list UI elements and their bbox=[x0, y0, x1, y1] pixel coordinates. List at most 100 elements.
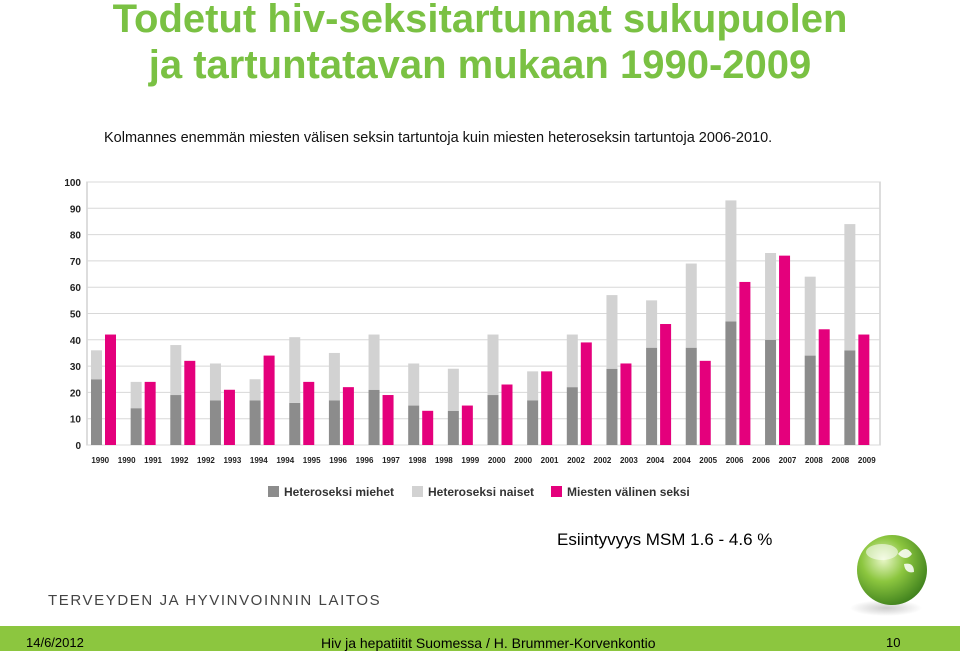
x-tick-label: 1990 bbox=[91, 456, 109, 465]
legend: Heteroseksi miehet Heteroseksi naiset Mi… bbox=[268, 485, 690, 499]
subtitle: Kolmannes enemmän miesten välisen seksin… bbox=[104, 130, 773, 146]
y-tick-label: 100 bbox=[64, 178, 81, 189]
bar-hetero-women-1999 bbox=[447, 368, 459, 411]
bar-msm-1998 bbox=[422, 410, 434, 445]
bar-hetero-women-2002 bbox=[566, 334, 578, 388]
x-tick-label: 1994 bbox=[250, 456, 268, 465]
y-tick-label: 20 bbox=[70, 388, 82, 399]
x-tick-label: 1994 bbox=[276, 456, 294, 465]
organization-name: TERVEYDEN JA HYVINVOINNIN LAITOS bbox=[48, 592, 382, 609]
x-tick-label: 1991 bbox=[144, 456, 162, 465]
bar-hetero-men-2000 bbox=[487, 395, 499, 445]
bar-hetero-men-2002 bbox=[566, 387, 578, 445]
bar-hetero-women-1996 bbox=[328, 352, 340, 401]
y-tick-label: 70 bbox=[70, 257, 82, 268]
bar-hetero-men-1990 bbox=[91, 379, 102, 445]
bar-hetero-men-2007 bbox=[765, 339, 777, 445]
title-line-1: Todetut hiv-seksitartunnat sukupuolen bbox=[112, 0, 848, 41]
y-tick-label: 0 bbox=[75, 441, 81, 452]
bar-msm-2002 bbox=[580, 342, 592, 445]
bar-hetero-women-1992 bbox=[170, 345, 182, 396]
bar-hetero-men-2004 bbox=[646, 347, 658, 445]
bar-hetero-men-2003 bbox=[606, 368, 618, 445]
bar-hetero-men-1991 bbox=[130, 408, 142, 445]
bar-hetero-women-2003 bbox=[606, 295, 618, 369]
x-tick-label: 2004 bbox=[646, 456, 664, 465]
x-tick-label: 1998 bbox=[435, 456, 453, 465]
bar-msm-1994 bbox=[263, 355, 275, 445]
grid-lines bbox=[86, 181, 881, 446]
bar-msm-2000 bbox=[501, 384, 513, 445]
x-tick-label: 1999 bbox=[461, 456, 479, 465]
bar-hetero-men-1993 bbox=[209, 400, 221, 445]
x-tick-label: 1992 bbox=[171, 456, 189, 465]
x-tick-label: 1993 bbox=[223, 456, 241, 465]
bar-hetero-men-1998 bbox=[408, 405, 420, 445]
bar-hetero-women-2006 bbox=[725, 200, 737, 322]
bar-hetero-men-2001 bbox=[527, 400, 539, 445]
x-tick-label: 2002 bbox=[594, 456, 612, 465]
bar-msm-2006 bbox=[739, 281, 751, 445]
bar-hetero-women-2005 bbox=[685, 263, 697, 348]
bar-hetero-men-1996 bbox=[328, 400, 340, 445]
bar-hetero-women-1991 bbox=[130, 381, 142, 409]
bar-hetero-men-1994 bbox=[249, 400, 261, 445]
footer-bar: 14/6/2012 Hiv ja hepatiitit Suomessa / H… bbox=[0, 626, 960, 651]
x-tick-label: 2008 bbox=[805, 456, 823, 465]
y-tick-label: 60 bbox=[70, 283, 82, 294]
bar-msm-2003 bbox=[620, 363, 632, 445]
x-tick-label: 2004 bbox=[673, 456, 691, 465]
bar-msm-2004 bbox=[660, 324, 672, 445]
x-tick-label: 2005 bbox=[699, 456, 717, 465]
bar-hetero-women-1993 bbox=[209, 363, 221, 401]
bar-msm-1993 bbox=[223, 389, 235, 445]
x-tick-label: 2008 bbox=[831, 456, 849, 465]
bar-hetero-women-2009 bbox=[844, 224, 856, 351]
x-tick-label: 2001 bbox=[541, 456, 559, 465]
bar-hetero-women-1994 bbox=[249, 379, 261, 401]
footer-presentation-title: Hiv ja hepatiitit Suomessa / H. Brummer-… bbox=[321, 635, 656, 651]
x-axis-ticks: 1990 1990 1991 1992 1992 1993 1994 1994 1995 1996… bbox=[91, 456, 876, 465]
bar-msm-1990 bbox=[105, 334, 116, 445]
footer-date: 14/6/2012 bbox=[26, 635, 84, 650]
x-tick-label: 1996 bbox=[329, 456, 347, 465]
x-tick-label: 2002 bbox=[567, 456, 585, 465]
legend-label-msm: Miesten välinen seksi bbox=[567, 485, 690, 499]
x-tick-label: 2009 bbox=[858, 456, 876, 465]
y-tick-label: 40 bbox=[70, 336, 82, 347]
bar-hetero-men-2006 bbox=[725, 321, 737, 445]
x-tick-label: 1998 bbox=[409, 456, 427, 465]
x-tick-label: 2000 bbox=[514, 456, 532, 465]
x-tick-label: 1997 bbox=[382, 456, 400, 465]
legend-label-hetero-women: Heteroseksi naiset bbox=[428, 485, 534, 499]
bar-hetero-men-1995 bbox=[289, 402, 301, 445]
x-tick-label: 2006 bbox=[726, 456, 744, 465]
x-tick-label: 2007 bbox=[779, 456, 797, 465]
bar-hetero-men-2009 bbox=[844, 350, 856, 445]
bar-hetero-women-2007 bbox=[765, 253, 777, 340]
legend-swatch-hetero-women bbox=[412, 486, 423, 497]
bar-hetero-men-1999 bbox=[447, 410, 459, 445]
bar-hetero-women-2000 bbox=[487, 334, 499, 396]
bar-msm-1996 bbox=[342, 387, 354, 445]
bar-hetero-men-2008 bbox=[804, 355, 816, 445]
y-axis-ticks: 0 10 20 30 40 50 60 70 80 90 100 bbox=[64, 178, 81, 452]
bar-msm-2001 bbox=[541, 371, 553, 445]
bar-hetero-women-1997 bbox=[368, 334, 380, 390]
bar-hetero-men-1992 bbox=[170, 395, 182, 445]
x-tick-label: 1996 bbox=[356, 456, 374, 465]
x-tick-label: 2003 bbox=[620, 456, 638, 465]
title-line-2: ja tartuntatavan mukaan 1990-2009 bbox=[148, 43, 812, 87]
bar-hetero-women-1995 bbox=[289, 337, 301, 403]
bar-msm-1997 bbox=[382, 395, 394, 445]
green-orb-logo bbox=[850, 535, 927, 616]
bar-hetero-men-2005 bbox=[685, 347, 697, 445]
x-tick-label: 2000 bbox=[488, 456, 506, 465]
y-tick-label: 10 bbox=[70, 415, 82, 426]
bars bbox=[91, 200, 870, 445]
y-tick-label: 50 bbox=[70, 310, 82, 321]
bar-hetero-women-1990 bbox=[91, 350, 102, 380]
footer-page-number: 10 bbox=[886, 635, 901, 650]
x-tick-label: 1995 bbox=[303, 456, 321, 465]
